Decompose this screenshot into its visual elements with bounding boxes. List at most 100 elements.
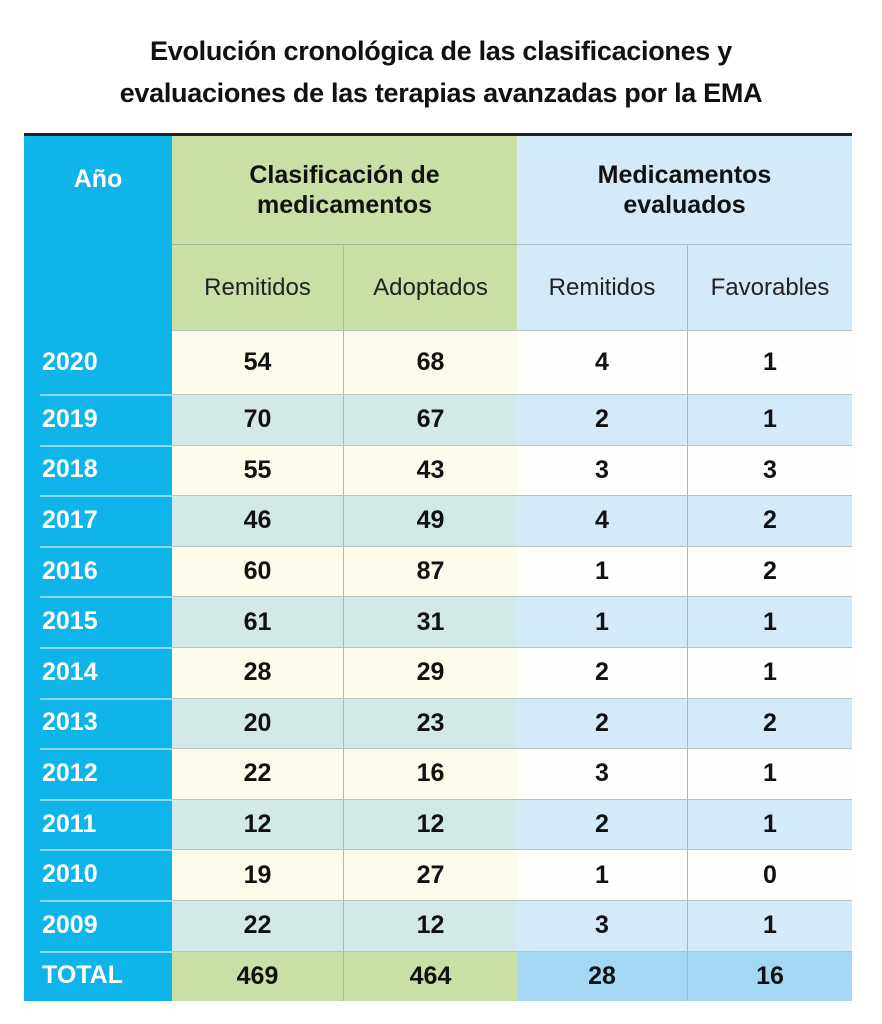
cell-value: 22	[243, 911, 272, 940]
data-cell: 2	[687, 545, 852, 597]
year-label: 2016	[42, 556, 98, 585]
year-cell: 2015	[24, 596, 172, 647]
year-cell: 2011	[24, 798, 172, 850]
title-line-2: evaluaciones de las terapias avanzadas p…	[119, 78, 763, 108]
cell-value: 55	[243, 455, 272, 484]
data-cell: 2	[517, 697, 687, 749]
total-label: TOTAL	[42, 961, 124, 990]
cell-value: 2	[595, 658, 609, 687]
year-label: 2019	[42, 404, 98, 433]
cell-value: 1	[763, 348, 777, 376]
row-divider	[40, 697, 172, 700]
year-cell: 2016	[24, 545, 172, 597]
data-cell: 46	[172, 495, 343, 546]
year-label: 2013	[42, 708, 98, 737]
subheader-remitidos-evaluados: Remitidos	[517, 244, 687, 330]
cell-value: 29	[416, 658, 445, 687]
data-cell: 4	[517, 495, 687, 546]
cell-value: 28	[588, 961, 616, 990]
year-cell: 2014	[24, 647, 172, 698]
data-cell: 2	[687, 495, 852, 546]
data-cell: 3	[517, 444, 687, 496]
year-cell: 2012	[24, 748, 172, 799]
cell-value: 1	[595, 860, 609, 889]
data-cell: 68	[343, 330, 517, 394]
cell-value: 60	[243, 557, 272, 586]
year-label: 2012	[42, 758, 98, 787]
data-cell: 20	[172, 697, 343, 749]
year-cell: 2019	[24, 394, 172, 445]
data-cell: 61	[172, 596, 343, 647]
cell-value: 20	[243, 708, 272, 737]
cell-value: 49	[416, 506, 445, 535]
cell-value: 1	[595, 607, 609, 636]
data-table: Año Clasificación de medicamentos Medica…	[24, 133, 852, 1001]
row-divider	[40, 596, 172, 599]
data-cell: 49	[343, 495, 517, 546]
data-cell: 87	[343, 545, 517, 597]
cell-value: 4	[595, 506, 609, 535]
data-cell: 2	[517, 394, 687, 445]
data-cell: 469	[172, 950, 343, 1001]
data-cell: 12	[343, 798, 517, 850]
data-cell: 12	[172, 798, 343, 850]
row-divider	[40, 798, 172, 801]
data-cell: 28	[517, 950, 687, 1001]
data-cell: 16	[687, 950, 852, 1001]
data-cell: 0	[687, 849, 852, 900]
data-cell: 67	[343, 394, 517, 445]
year-label: 2014	[42, 657, 98, 686]
data-cell: 1	[687, 596, 852, 647]
year-cell: 2020	[24, 330, 172, 394]
data-cell: 2	[687, 697, 852, 749]
year-label: 2018	[42, 455, 98, 484]
cell-value: 31	[416, 607, 445, 636]
year-label: 2010	[42, 860, 98, 889]
data-cell: 3	[517, 900, 687, 951]
data-cell: 55	[172, 444, 343, 496]
cell-value: 3	[763, 455, 777, 484]
year-label: 2011	[42, 809, 97, 838]
cell-value: 87	[416, 557, 445, 586]
data-cell: 12	[343, 900, 517, 951]
row-divider	[40, 545, 172, 548]
data-cell: 2	[517, 647, 687, 698]
data-cell: 22	[172, 748, 343, 799]
cell-value: 469	[236, 961, 279, 990]
cell-value: 2	[763, 506, 777, 535]
cell-value: 16	[756, 961, 784, 990]
row-divider	[40, 444, 172, 447]
row-divider	[40, 849, 172, 852]
cell-value: 1	[595, 557, 609, 586]
data-cell: 1	[687, 798, 852, 850]
cell-value: 1	[763, 405, 777, 434]
data-cell: 4	[517, 330, 687, 394]
data-cell: 1	[687, 647, 852, 698]
data-cell: 29	[343, 647, 517, 698]
cell-value: 2	[763, 708, 777, 737]
cell-value: 70	[243, 405, 272, 434]
data-cell: 22	[172, 900, 343, 951]
subheader-remitidos-clasificacion: Remitidos	[172, 244, 343, 330]
row-divider	[40, 495, 172, 498]
cell-value: 4	[595, 348, 609, 376]
data-cell: 27	[343, 849, 517, 900]
row-divider	[40, 748, 172, 751]
data-cell: 16	[343, 748, 517, 799]
data-cell: 60	[172, 545, 343, 597]
cell-value: 1	[763, 810, 777, 839]
cell-value: 12	[243, 810, 272, 839]
header-group-clasificacion: Clasificación de medicamentos	[172, 136, 517, 244]
data-cell: 1	[517, 596, 687, 647]
cell-value: 12	[416, 810, 445, 839]
data-cell: 3	[517, 748, 687, 799]
cell-value: 54	[243, 348, 272, 376]
cell-value: 23	[416, 708, 445, 737]
data-cell: 43	[343, 444, 517, 496]
cell-value: 16	[416, 759, 445, 788]
row-divider	[40, 900, 172, 902]
cell-value: 3	[595, 455, 609, 484]
data-cell: 70	[172, 394, 343, 445]
subheader-favorables: Favorables	[687, 244, 852, 330]
subheader-adoptados: Adoptados	[343, 244, 517, 330]
